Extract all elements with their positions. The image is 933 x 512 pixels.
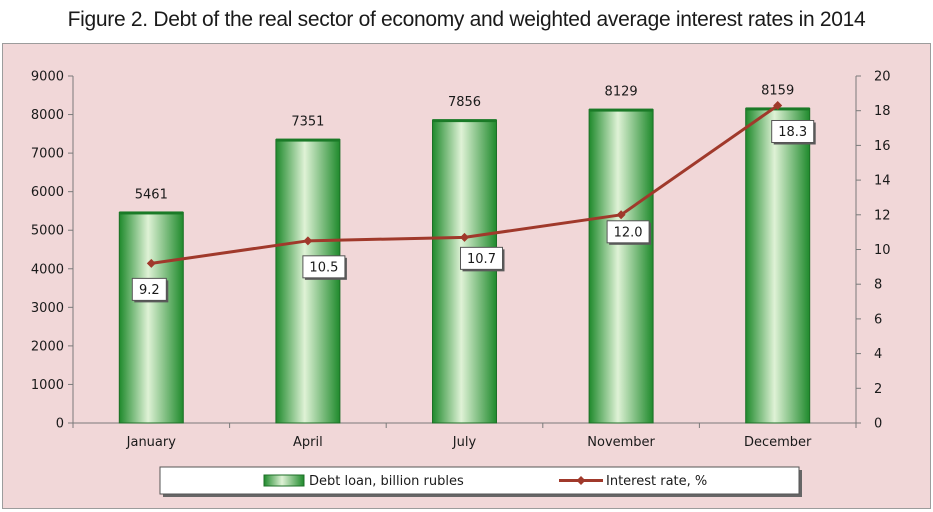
rate-label-box	[131, 277, 167, 301]
y-left-tick-label: 5000	[31, 224, 64, 239]
y-right-tick-label: 14	[874, 174, 891, 189]
y-left-tick-label: 2000	[31, 339, 64, 354]
y-left-tick-label: 1000	[31, 378, 64, 393]
y-left-tick-label: 3000	[31, 301, 64, 316]
rate-value-label: 12.0	[614, 225, 643, 240]
bar-top-edge	[275, 138, 340, 142]
rate-label-box	[771, 119, 815, 143]
y-left-tick-label: 4000	[31, 262, 64, 277]
bar-top-edge	[119, 211, 184, 215]
rate-value-label: 18.3	[778, 125, 807, 140]
bar	[275, 139, 341, 424]
y-right-tick-label: 8	[874, 278, 882, 293]
x-category-label: January	[126, 435, 177, 450]
rate-label-box	[302, 255, 346, 279]
bar-top-edge	[432, 119, 497, 123]
interest-rate-point	[303, 236, 313, 246]
bar	[118, 211, 184, 424]
bar-value-label: 5461	[135, 187, 168, 202]
legend-line-marker	[576, 476, 586, 485]
y-right-tick-label: 6	[874, 312, 882, 327]
bar-value-label: 7856	[448, 95, 481, 110]
legend-bar-swatch	[263, 474, 305, 487]
chart-panel: 0 1000 2000 3000 4000 5000 6000 7000 8000 9000 0 2 4…	[2, 43, 931, 509]
y-right-tick-label: 10	[874, 243, 891, 258]
x-category-label: November	[587, 435, 655, 450]
interest-rate-point	[146, 258, 156, 268]
y-right-tick-label: 4	[874, 347, 882, 362]
bar-value-label: 7351	[291, 115, 324, 130]
interest-rate-point	[616, 210, 626, 220]
bar-value-label: 8129	[605, 85, 638, 100]
y-right-tick-label: 12	[874, 208, 891, 223]
y-left-tick-label: 7000	[31, 147, 64, 162]
legend-bar-label: Debt loan, billion rubles	[309, 474, 464, 489]
y-left-tick-label: 6000	[31, 185, 64, 200]
rate-value-label: 10.5	[309, 260, 338, 275]
y-right-tick-label: 18	[874, 104, 891, 119]
y-right-tick-label: 20	[874, 70, 891, 85]
bar	[588, 109, 654, 424]
rate-label-box	[460, 246, 503, 270]
bar-top-edge	[589, 108, 654, 112]
y-left-tick-label: 0	[56, 417, 64, 432]
bar-value-label: 8159	[761, 83, 794, 98]
legend-line-label: Interest rate, %	[606, 474, 707, 489]
x-category-label: April	[293, 435, 323, 450]
y-left-tick-label: 8000	[31, 108, 64, 123]
y-right-tick-label: 2	[874, 382, 882, 397]
bar	[432, 119, 497, 424]
rate-value-label: 9.2	[139, 283, 160, 298]
y-right-tick-label: 16	[874, 139, 891, 154]
y-right-tick-label: 0	[874, 417, 882, 432]
interest-rate-point	[773, 100, 783, 110]
x-category-label: July	[452, 435, 477, 450]
interest-rate-point	[460, 232, 469, 242]
x-category-label: December	[744, 435, 812, 450]
chart-title: Figure 2. Debt of the real sector of eco…	[67, 8, 866, 31]
bar	[745, 107, 811, 424]
rate-label-box	[606, 220, 650, 244]
y-left-tick-label: 9000	[31, 70, 64, 85]
rate-value-label: 10.7	[467, 252, 496, 267]
chart-canvas: 0 1000 2000 3000 4000 5000 6000 7000 8000 9000 0 2 4…	[31, 70, 891, 497]
